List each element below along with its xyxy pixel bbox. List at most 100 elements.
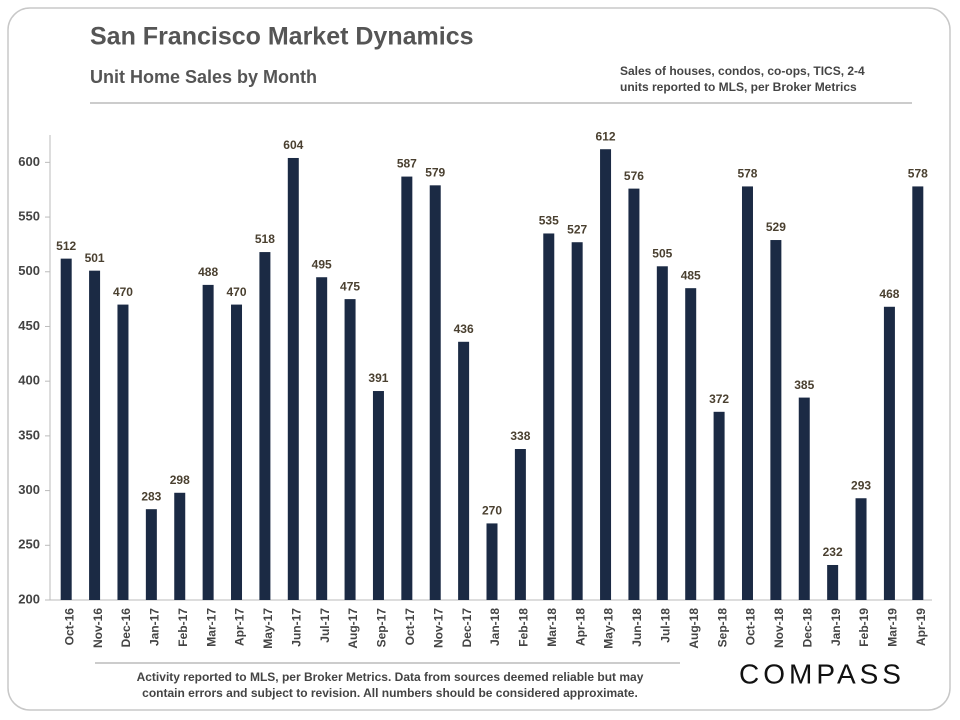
bar <box>713 411 725 600</box>
x-tick-label: Jun-17 <box>289 608 303 647</box>
y-tick-label: 450 <box>18 318 40 333</box>
data-label: 436 <box>454 322 474 336</box>
x-tick-label: Apr-18 <box>573 608 587 646</box>
x-tick-label: Aug-17 <box>346 608 360 649</box>
bar <box>458 341 470 600</box>
y-tick-label: 400 <box>18 373 40 388</box>
data-label: 298 <box>170 473 190 487</box>
x-tick-label: May-17 <box>261 608 275 649</box>
bar <box>145 509 157 600</box>
data-label: 529 <box>766 220 786 234</box>
data-label: 270 <box>482 504 502 518</box>
x-tick-label: Jan-18 <box>488 608 502 646</box>
x-tick-label: Sep-17 <box>375 608 389 648</box>
data-label: 391 <box>368 371 388 385</box>
x-tick-label: Sep-18 <box>715 608 729 648</box>
y-tick-label: 200 <box>18 591 40 606</box>
logo: COMPASS <box>739 658 905 689</box>
bar <box>883 306 895 600</box>
data-label: 293 <box>851 478 871 492</box>
bar <box>259 252 271 600</box>
bar <box>401 176 413 600</box>
x-tick-label: Feb-19 <box>857 608 871 647</box>
x-tick-label: Mar-19 <box>886 608 900 647</box>
bar <box>656 266 668 600</box>
data-label: 470 <box>113 285 133 299</box>
x-tick-label: Jan-17 <box>148 608 162 646</box>
bar <box>486 523 498 600</box>
x-tick-label: Apr-17 <box>233 608 247 646</box>
x-tick-label: Feb-17 <box>176 608 190 647</box>
x-tick-label: Mar-18 <box>545 608 559 647</box>
data-label: 488 <box>198 265 218 279</box>
data-label: 372 <box>709 392 729 406</box>
y-tick-label: 350 <box>18 427 40 442</box>
chart-title: San Francisco Market Dynamics <box>90 23 474 51</box>
y-tick-label: 300 <box>18 482 40 497</box>
x-tick-label: Oct-18 <box>744 608 758 646</box>
data-label: 475 <box>340 279 360 293</box>
data-label: 578 <box>737 167 757 181</box>
x-tick-label: Feb-18 <box>517 608 531 647</box>
bar <box>89 270 101 600</box>
data-label: 518 <box>255 232 275 246</box>
bar <box>60 258 72 600</box>
bar <box>628 188 640 601</box>
data-label: 535 <box>539 214 559 228</box>
note-line: units reported to MLS, per Broker Metric… <box>620 80 857 94</box>
bar <box>202 284 214 600</box>
data-label: 578 <box>908 167 928 181</box>
y-tick-label: 600 <box>18 154 40 169</box>
x-tick-label: Aug-18 <box>687 608 701 649</box>
data-label: 283 <box>141 489 161 503</box>
x-tick-label: Dec-18 <box>800 608 814 648</box>
data-label: 501 <box>85 251 105 265</box>
data-label: 232 <box>823 545 843 559</box>
data-label: 587 <box>397 157 417 171</box>
y-tick-label: 550 <box>18 208 40 223</box>
bar <box>514 449 526 600</box>
bar <box>287 157 299 600</box>
data-label: 470 <box>227 285 247 299</box>
bar <box>543 233 555 600</box>
bar <box>429 185 441 600</box>
bar <box>770 240 782 601</box>
y-tick-label: 500 <box>18 263 40 278</box>
y-tick-label: 250 <box>18 537 40 552</box>
bar <box>600 149 612 601</box>
bar <box>571 242 583 601</box>
x-tick-label: Oct-17 <box>403 608 417 646</box>
bar <box>741 186 753 600</box>
bar <box>798 397 810 600</box>
x-tick-label: Nov-18 <box>772 608 786 648</box>
bar <box>372 391 384 600</box>
data-label: 579 <box>425 166 445 180</box>
x-tick-label: Jul-17 <box>318 608 332 643</box>
bar <box>231 304 243 600</box>
data-label: 495 <box>312 257 332 271</box>
x-tick-label: Dec-17 <box>460 608 474 648</box>
footnote-line: Activity reported to MLS, per Broker Met… <box>137 670 644 684</box>
bar <box>827 564 839 600</box>
x-tick-label: Jun-18 <box>630 608 644 647</box>
data-label: 527 <box>567 222 587 236</box>
x-tick-label: Nov-17 <box>431 608 445 648</box>
data-label: 485 <box>681 268 701 282</box>
bar <box>685 288 697 600</box>
chart-subtitle: Unit Home Sales by Month <box>90 67 317 87</box>
note-line: Sales of houses, condos, co-ops, TICS, 2… <box>620 64 865 78</box>
x-tick-label: Oct-16 <box>62 608 76 646</box>
data-label: 576 <box>624 169 644 183</box>
x-tick-label: Nov-16 <box>91 608 105 648</box>
data-label: 338 <box>510 429 530 443</box>
x-tick-label: Jul-18 <box>658 608 672 643</box>
data-label: 612 <box>596 129 616 143</box>
data-label: 512 <box>56 239 76 253</box>
data-label: 604 <box>283 138 303 152</box>
bar <box>855 498 867 600</box>
bar <box>174 492 186 600</box>
x-tick-label: Dec-16 <box>119 608 133 648</box>
slide-frame <box>7 7 951 711</box>
bar <box>912 186 924 600</box>
